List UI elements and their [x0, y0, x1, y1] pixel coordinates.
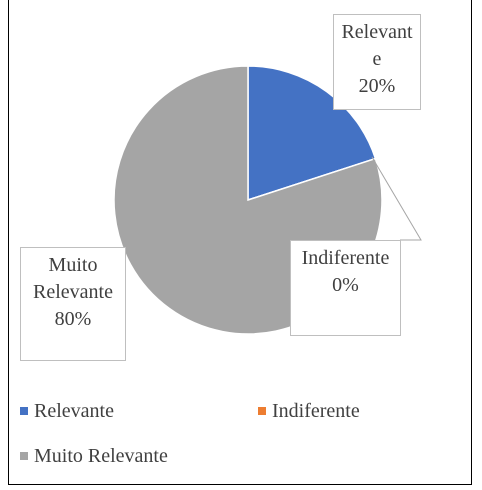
data-label-name: Relevante [341, 21, 413, 70]
data-label: Relevante 20% [333, 14, 421, 110]
data-label-value: 20% [358, 75, 396, 97]
data-label-value: 80% [54, 308, 92, 330]
legend-label: Relevante [34, 399, 114, 422]
data-label-name: Indiferente [301, 247, 390, 269]
legend-label: Muito Relevante [34, 444, 168, 467]
data-label-value: 0% [332, 274, 359, 296]
pie-slice [247, 65, 377, 202]
chart-frame [8, 0, 472, 485]
legend-swatch [258, 407, 266, 415]
data-label-name: Muito Relevante [33, 254, 113, 303]
data-label: Muito Relevante 80% [20, 247, 126, 361]
legend-item: Muito Relevante [20, 443, 168, 469]
legend-item: Indiferente [258, 398, 360, 424]
leader-line [371, 156, 422, 241]
legend-item: Relevante [20, 398, 114, 424]
legend-swatch [20, 452, 28, 460]
legend-swatch [20, 407, 28, 415]
data-label: Indiferente 0% [290, 240, 401, 336]
legend-label: Indiferente [272, 399, 360, 422]
